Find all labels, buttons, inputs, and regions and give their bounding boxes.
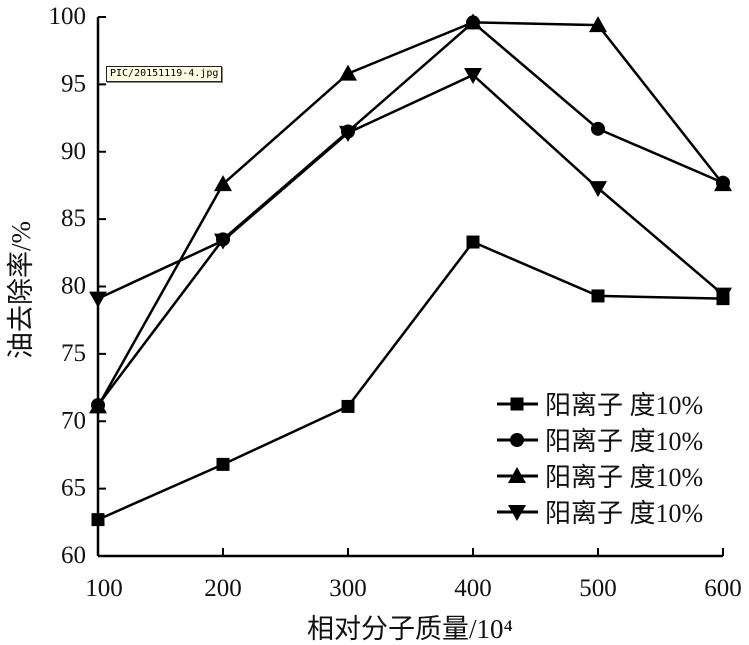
filename-tooltip: PIC/20151119-4.jpg xyxy=(106,66,223,82)
data-point-square xyxy=(466,235,480,249)
legend-label: 阳离子 度10% xyxy=(545,463,703,492)
data-point-triangle-down xyxy=(214,233,232,250)
data-point-triangle-down xyxy=(89,291,107,308)
data-point-triangle-up xyxy=(214,175,232,192)
legend-marker-square xyxy=(510,397,524,411)
data-point-square xyxy=(591,289,605,303)
y-tick-label: 90 xyxy=(61,138,86,165)
y-tick-label: 100 xyxy=(49,3,87,30)
legend-label: 阳离子 度10% xyxy=(545,391,703,420)
y-tick-label: 80 xyxy=(61,273,86,300)
data-point-square xyxy=(216,457,230,471)
legend-label: 阳离子 度10% xyxy=(545,499,703,528)
data-point-triangle-down xyxy=(589,181,607,198)
data-point-triangle-down xyxy=(339,125,357,142)
legend-marker-triangle-up xyxy=(508,467,526,483)
y-tick-label: 95 xyxy=(61,70,86,97)
y-tick-label: 85 xyxy=(61,205,86,232)
x-tick-label: 300 xyxy=(329,575,367,602)
x-axis-label: 相对分子质量/10⁴ xyxy=(307,614,513,644)
x-tick-label: 500 xyxy=(579,575,617,602)
x-tick-label: 200 xyxy=(204,575,242,602)
series-line-triangle-down xyxy=(97,73,724,300)
y-tick-label: 75 xyxy=(61,340,86,367)
data-point-triangle-up xyxy=(589,16,607,33)
y-tick-label: 60 xyxy=(61,542,86,569)
y-axis-label: 油去除率/% xyxy=(6,221,36,359)
data-point-triangle-up xyxy=(714,175,732,192)
data-point-triangle-down xyxy=(464,67,482,84)
series-line-triangle-up xyxy=(96,21,724,408)
x-tick-label: 400 xyxy=(454,575,492,602)
legend-marker-triangle-down xyxy=(508,505,526,521)
legend-label: 阳离子 度10% xyxy=(545,427,703,456)
series-line-square xyxy=(97,240,724,521)
data-point-triangle-down xyxy=(714,287,732,304)
y-tick-label: 65 xyxy=(61,475,86,502)
data-point-square xyxy=(91,513,105,527)
x-tick-label: 600 xyxy=(704,575,742,602)
legend-marker-circle xyxy=(510,433,524,447)
data-point-square xyxy=(341,399,355,413)
data-point-circle xyxy=(591,121,605,136)
data-point-triangle-up xyxy=(339,64,357,81)
y-tick-label: 70 xyxy=(61,407,86,434)
x-tick-label: 100 xyxy=(85,575,123,602)
data-point-triangle-up xyxy=(89,397,107,414)
data-point-triangle-up xyxy=(464,13,482,30)
series-line-circle xyxy=(97,20,724,406)
